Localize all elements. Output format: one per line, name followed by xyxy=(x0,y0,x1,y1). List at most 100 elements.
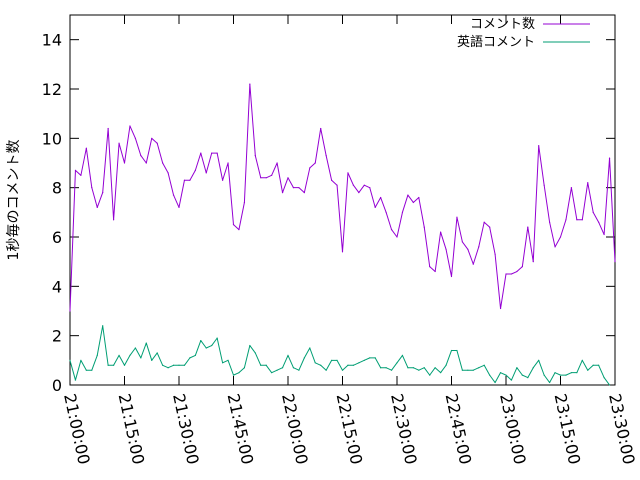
data-point xyxy=(407,367,409,369)
data-point xyxy=(123,364,126,366)
x-tick-label: 21:45:00 xyxy=(224,392,258,466)
data-point xyxy=(325,369,327,371)
data-point xyxy=(243,367,245,369)
data-point xyxy=(510,273,513,275)
data-point xyxy=(129,125,131,127)
data-point xyxy=(227,162,229,164)
data-point xyxy=(341,251,344,253)
data-point xyxy=(205,347,207,349)
data-point xyxy=(559,236,562,238)
data-point xyxy=(276,162,278,164)
data-point xyxy=(489,374,491,376)
data-point xyxy=(608,157,611,159)
data-point xyxy=(260,177,262,179)
data-point xyxy=(292,187,295,189)
data-point xyxy=(472,263,474,265)
data-point xyxy=(516,367,518,369)
data-point xyxy=(598,221,600,223)
data-point xyxy=(510,379,513,381)
series-line xyxy=(69,325,610,386)
data-point xyxy=(614,261,616,263)
x-tick-label: 22:45:00 xyxy=(442,392,476,466)
data-point xyxy=(440,372,442,374)
data-point xyxy=(429,266,431,268)
data-point xyxy=(129,354,131,356)
data-point xyxy=(581,359,583,361)
data-point xyxy=(456,216,458,218)
data-point xyxy=(292,367,295,369)
y-tick-label: 0 xyxy=(52,376,62,395)
data-point xyxy=(183,179,186,181)
data-point xyxy=(287,177,289,179)
data-point xyxy=(298,369,300,371)
data-point xyxy=(467,369,469,371)
data-point xyxy=(145,162,147,164)
data-point xyxy=(167,367,169,369)
data-point xyxy=(96,354,98,356)
data-point xyxy=(543,374,545,376)
data-point xyxy=(265,364,267,366)
data-point xyxy=(527,377,529,379)
series-layer xyxy=(69,83,616,386)
x-tick-label: 21:15:00 xyxy=(115,392,149,466)
data-point xyxy=(412,367,414,369)
data-point xyxy=(249,344,251,347)
data-point xyxy=(303,357,305,359)
data-point xyxy=(570,372,573,374)
data-point xyxy=(232,374,235,376)
data-point xyxy=(554,246,556,248)
data-point xyxy=(369,187,371,189)
data-point xyxy=(576,372,578,374)
data-point xyxy=(461,241,463,243)
series-1 xyxy=(69,83,616,312)
data-point xyxy=(271,372,273,374)
x-tick-label: 23:00:00 xyxy=(496,392,530,466)
data-point xyxy=(167,172,169,174)
data-point xyxy=(102,192,104,194)
data-point xyxy=(385,367,387,369)
x-tick-label: 21:30:00 xyxy=(169,392,203,466)
data-point xyxy=(347,364,349,366)
y-tick-label: 2 xyxy=(52,327,62,346)
data-point xyxy=(352,184,354,186)
data-point xyxy=(140,155,142,157)
data-point xyxy=(396,236,398,238)
data-point xyxy=(80,359,82,361)
data-point xyxy=(418,369,420,371)
data-point xyxy=(200,152,202,154)
data-point xyxy=(499,307,502,310)
data-point xyxy=(287,354,289,356)
data-point xyxy=(363,184,365,186)
data-point xyxy=(222,362,224,364)
data-point xyxy=(74,169,77,171)
data-point xyxy=(521,374,523,376)
data-point xyxy=(543,184,545,186)
data-point xyxy=(194,169,196,171)
data-point xyxy=(69,359,71,361)
data-point xyxy=(380,196,382,199)
y-tick-label: 8 xyxy=(52,179,62,198)
data-point xyxy=(358,192,360,194)
data-point xyxy=(113,364,115,366)
data-point xyxy=(401,211,404,213)
x-tick-label: 22:30:00 xyxy=(387,392,421,466)
data-point xyxy=(281,367,284,369)
data-point xyxy=(445,364,447,366)
data-point xyxy=(489,226,491,228)
data-point xyxy=(172,364,175,366)
data-point xyxy=(211,344,213,347)
data-point xyxy=(118,354,120,356)
data-point xyxy=(467,248,469,250)
data-point xyxy=(91,369,93,371)
data-point xyxy=(516,270,518,273)
data-point xyxy=(598,364,600,366)
data-point xyxy=(429,374,431,376)
x-tick-label: 22:15:00 xyxy=(333,392,367,466)
data-point xyxy=(549,221,551,223)
data-point xyxy=(156,352,158,354)
data-point xyxy=(222,179,224,181)
y-tick-label: 14 xyxy=(42,31,62,50)
data-point xyxy=(581,219,583,221)
